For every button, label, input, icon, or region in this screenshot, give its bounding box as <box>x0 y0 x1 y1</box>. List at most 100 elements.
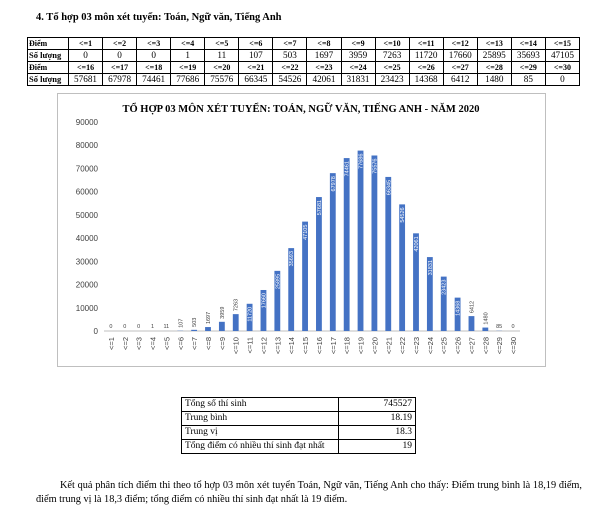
x-tick-label: <=6 <box>176 337 185 350</box>
count-row-2: Số lượng 57681 67978 74461 77686 75576 66345 54… <box>27 73 581 86</box>
table-cell: 0 <box>102 49 138 62</box>
table-cell: 1 <box>170 49 206 62</box>
x-tick-label: <=19 <box>357 337 366 354</box>
table-cell: 54526 <box>272 73 308 86</box>
score-row-1: Điểm <=1 <=2 <=3 <=4 <=5 <=6 <=7 <=8 <=9 <=10 <=11 <… <box>27 37 581 50</box>
score-label: Điểm <box>27 37 69 50</box>
bar <box>329 173 336 331</box>
count-row-1: Số lượng 0 0 0 1 11 107 503 1697 3959 7263 11720 176… <box>27 49 581 62</box>
data-label: 85 <box>496 324 502 330</box>
data-label: 75576 <box>372 158 378 173</box>
score-histogram-chart: TỔ HỢP 03 MÔN XÉT TUYỂN: TOÁN, NGỮ VĂN, … <box>57 93 546 367</box>
table-cell: 67978 <box>102 73 138 86</box>
y-tick-label: 70000 <box>76 164 99 173</box>
table-cell: 17660 <box>442 49 478 62</box>
table-cell: <=7 <box>272 37 308 50</box>
data-label: 25895 <box>275 274 281 289</box>
data-label: 1 <box>151 324 154 330</box>
table-cell: <=22 <box>272 61 308 74</box>
bar <box>246 303 253 331</box>
x-tick-label: <=22 <box>398 337 407 354</box>
table-cell: <=1 <box>67 37 104 50</box>
score-label: Điểm <box>27 61 69 74</box>
stats-row: Tổng số thí sinh 745527 <box>181 397 416 412</box>
table-cell: 66345 <box>238 73 274 86</box>
data-label: 3959 <box>220 307 226 319</box>
data-label: 74461 <box>345 161 351 176</box>
score-distribution-table: Điểm <=1 <=2 <=3 <=4 <=5 <=6 <=7 <=8 <=9 <=10 <=11 <… <box>27 37 581 86</box>
table-cell: <=26 <box>408 61 444 74</box>
table-cell: 25895 <box>476 49 512 62</box>
table-cell: <=21 <box>238 61 274 74</box>
x-tick-label: <=12 <box>259 337 268 354</box>
stats-value: 19 <box>338 439 416 454</box>
table-cell: 85 <box>510 73 546 86</box>
data-label: 0 <box>137 324 140 330</box>
bar <box>218 321 225 331</box>
bar <box>205 327 211 331</box>
table-cell: <=2 <box>102 37 138 50</box>
x-tick-label: <=8 <box>204 337 213 350</box>
data-label: 66345 <box>386 180 392 195</box>
data-label: 7263 <box>234 299 240 311</box>
data-label: 35693 <box>289 251 295 266</box>
x-tick-label: <=24 <box>426 337 435 354</box>
table-cell: 7263 <box>374 49 410 62</box>
x-tick-label: <=18 <box>343 337 352 354</box>
y-tick-label: 80000 <box>76 141 99 150</box>
chart-svg: TỔ HỢP 03 MÔN XÉT TUYỂN: TOÁN, NGỮ VĂN, … <box>76 102 520 354</box>
bar <box>191 329 198 331</box>
x-tick-label: <=10 <box>232 337 241 354</box>
data-label: 11 <box>164 324 170 330</box>
table-cell: <=9 <box>340 37 376 50</box>
table-cell: 503 <box>272 49 308 62</box>
table-cell: <=10 <box>374 37 410 50</box>
data-label: 0 <box>123 324 126 330</box>
data-label: 6412 <box>469 301 475 313</box>
table-cell: <=16 <box>67 61 104 74</box>
y-tick-label: 10000 <box>76 304 99 313</box>
table-cell: <=29 <box>510 61 546 74</box>
bar <box>274 270 281 331</box>
table-cell: <=19 <box>170 61 206 74</box>
data-label: 23423 <box>442 280 448 295</box>
stats-label: Trung bình <box>181 411 339 426</box>
table-cell: <=18 <box>136 61 172 74</box>
table-cell: 14368 <box>408 73 444 86</box>
table-cell: 31831 <box>340 73 376 86</box>
data-label: 47105 <box>303 225 309 240</box>
y-tick-label: 20000 <box>76 281 99 290</box>
y-tick-label: 50000 <box>76 211 99 220</box>
x-tick-label: <=4 <box>149 337 158 350</box>
table-cell: <=11 <box>408 37 444 50</box>
y-tick-label: 60000 <box>76 188 99 197</box>
stats-row: Trung bình 18.19 <box>181 411 416 426</box>
score-row-2: Điểm <=16 <=17 <=18 <=19 <=20 <=21 <=22 <=23 <=24… <box>27 61 581 74</box>
stats-value: 18.3 <box>338 425 416 440</box>
data-label: 67978 <box>331 176 337 191</box>
bar <box>343 158 350 331</box>
x-tick-label: <=11 <box>246 337 255 354</box>
stats-label: Trung vị <box>181 425 339 440</box>
data-label: 0 <box>109 324 112 330</box>
stats-row: Trung vị 18.3 <box>181 425 416 440</box>
data-label: 11720 <box>248 307 254 322</box>
table-cell: 0 <box>544 73 581 86</box>
table-cell: 1697 <box>306 49 342 62</box>
x-tick-label: <=29 <box>495 337 504 354</box>
bar <box>385 176 392 331</box>
bar <box>357 150 364 331</box>
table-cell: <=13 <box>476 37 512 50</box>
table-cell: 11720 <box>408 49 444 62</box>
table-cell: 6412 <box>442 73 478 86</box>
data-label: 0 <box>512 324 515 330</box>
data-label: 31831 <box>428 260 434 275</box>
y-tick-label: 0 <box>94 327 99 336</box>
data-label: 54526 <box>400 207 406 222</box>
x-tick-label: <=2 <box>121 337 130 350</box>
count-label: Số lượng <box>27 73 69 86</box>
bar <box>316 197 322 331</box>
stats-value: 18.19 <box>338 411 416 426</box>
x-tick-label: <=3 <box>135 337 144 350</box>
bar <box>468 316 475 331</box>
